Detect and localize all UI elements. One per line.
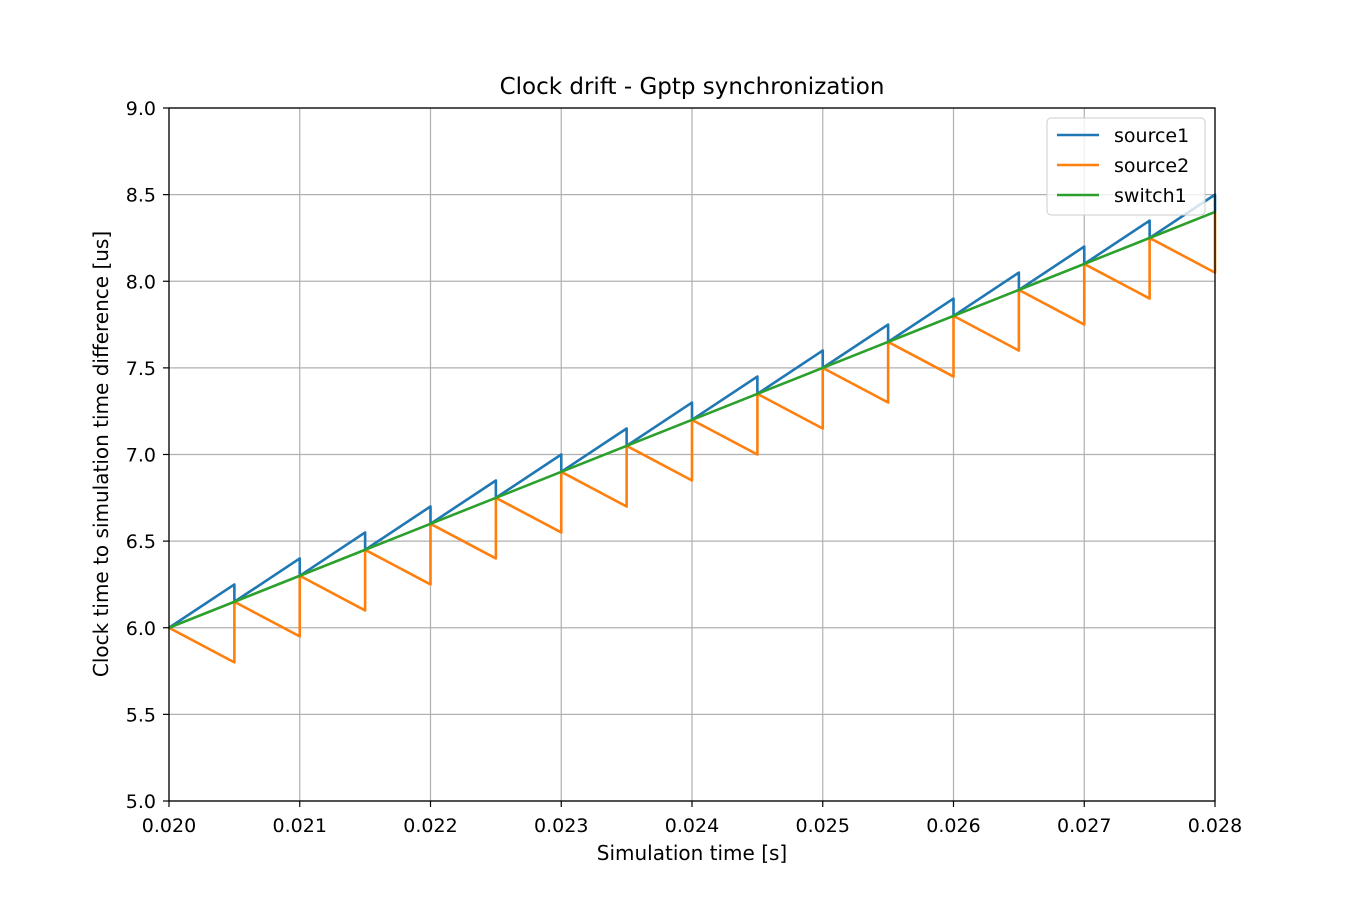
y-tick-label: 5.5 <box>126 704 156 726</box>
x-tick-label: 0.027 <box>1057 815 1111 837</box>
series-line-switch1 <box>168 210 1216 629</box>
x-tick-label: 0.021 <box>273 815 327 837</box>
y-tick-label: 5.0 <box>126 791 156 813</box>
legend-label-switch1: switch1 <box>1114 185 1187 207</box>
x-axis-label: Simulation time [s] <box>597 841 787 865</box>
chart-title: Clock drift - Gptp synchronization <box>500 74 885 100</box>
y-tick-label: 6.5 <box>126 531 156 553</box>
y-tick-label: 8.0 <box>126 271 156 293</box>
series-lines <box>168 193 1217 664</box>
y-tick-label: 9.0 <box>126 98 156 120</box>
legend-label-source2: source2 <box>1114 155 1189 177</box>
legend-box <box>1046 117 1206 216</box>
x-tick-label: 0.026 <box>926 815 980 837</box>
y-tick-label: 7.5 <box>126 358 156 380</box>
x-tick-label: 0.025 <box>796 815 850 837</box>
x-tick-label: 0.023 <box>534 815 588 837</box>
y-axis-label: Clock time to simulation time difference… <box>89 231 113 677</box>
x-tick-label: 0.020 <box>142 815 196 837</box>
legend-label-source1: source1 <box>1114 125 1189 147</box>
x-tick-label: 0.024 <box>665 815 719 837</box>
y-tick-label: 7.0 <box>126 445 156 467</box>
x-tick-label: 0.022 <box>403 815 457 837</box>
plot-area-frame <box>168 107 1216 802</box>
x-tick-label: 0.028 <box>1188 815 1242 837</box>
y-tick-label: 8.5 <box>126 185 156 207</box>
y-tick-label: 6.0 <box>126 618 156 640</box>
axis-ticks: 0.020 0.021 0.022 0.023 0.024 0.025 0.026 0.027… <box>126 98 1242 837</box>
legend: source1 source2 switch1 <box>1046 117 1206 216</box>
